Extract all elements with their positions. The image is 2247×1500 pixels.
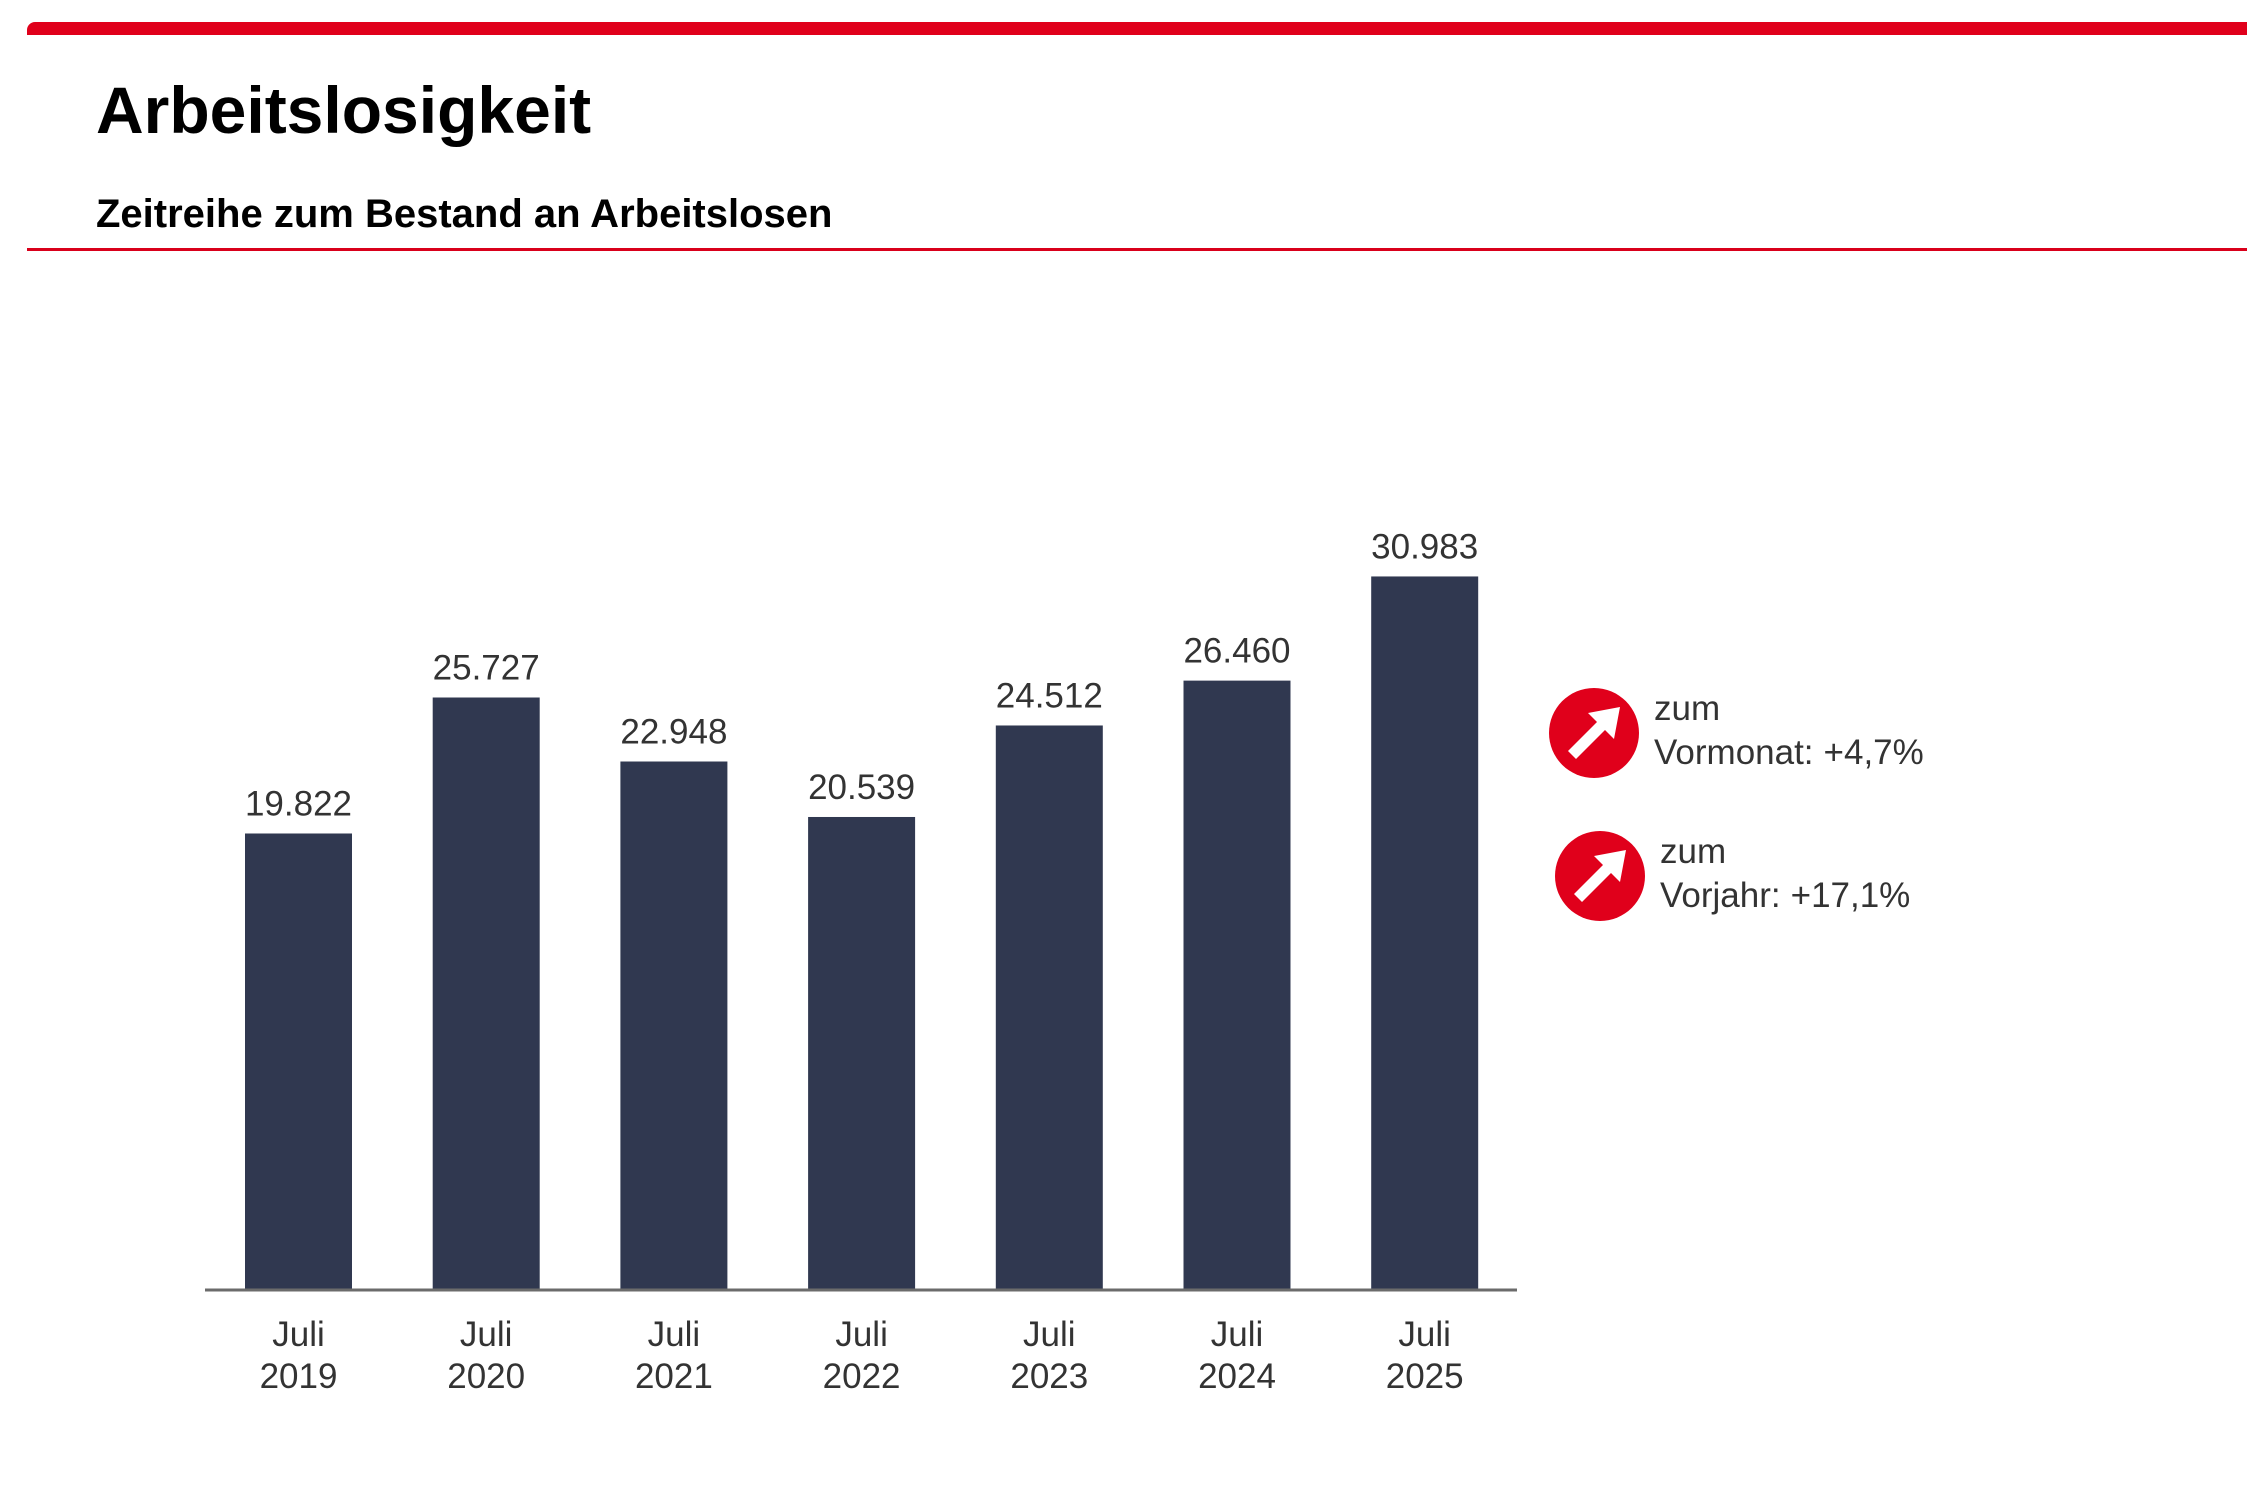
indicator-line1: zum <box>1660 832 1727 871</box>
bar-2023 <box>995 725 1103 1290</box>
data-label: 22.948 <box>620 713 727 752</box>
x-tick-label: Juli <box>835 1315 888 1354</box>
x-tick-label: 2022 <box>823 1357 901 1396</box>
page-subtitle: Zeitreihe zum Bestand an Arbeitslosen <box>96 192 833 236</box>
data-label: 24.512 <box>996 676 1103 715</box>
x-tick-label: 2023 <box>1010 1357 1088 1396</box>
indicator-line1: zum <box>1654 689 1721 728</box>
indicator-label: Vorjahr: <box>1660 876 1781 915</box>
data-label: 19.822 <box>245 784 352 823</box>
header-divider <box>27 248 2247 251</box>
x-tick-label: Juli <box>1398 1315 1451 1354</box>
bar-2025 <box>1371 576 1479 1290</box>
x-tick-label: 2020 <box>447 1357 525 1396</box>
indicator-value: +17,1% <box>1790 876 1911 915</box>
bar-2021 <box>620 761 728 1290</box>
x-tick-label: 2025 <box>1386 1357 1464 1396</box>
x-tick-label: 2021 <box>635 1357 713 1396</box>
x-tick-label: Juli <box>460 1315 513 1354</box>
bar-2022 <box>808 816 916 1290</box>
data-label: 20.539 <box>808 768 915 807</box>
x-tick-label: Juli <box>272 1315 325 1354</box>
header-accent-bar <box>27 22 2247 35</box>
bar-2024 <box>1183 680 1291 1290</box>
page-title: Arbeitslosigkeit <box>96 73 592 147</box>
data-label: 25.727 <box>433 648 540 687</box>
indicator-vorjahr: zum Vorjahr: +17,1% <box>1554 830 1910 922</box>
x-tick-label: Juli <box>648 1315 701 1354</box>
data-label: 26.460 <box>1183 632 1290 671</box>
x-tick-label: 2024 <box>1198 1357 1276 1396</box>
x-tick-label: Juli <box>1023 1315 1076 1354</box>
x-tick-label: Juli <box>1211 1315 1264 1354</box>
indicator-vormonat: zum Vormonat: +4,7% <box>1548 687 1924 779</box>
arrow-up-right-icon <box>1555 831 1645 921</box>
bar-2020 <box>432 697 540 1290</box>
data-label: 30.983 <box>1371 527 1478 566</box>
indicator-value: +4,7% <box>1823 733 1924 772</box>
indicator-label: Vormonat: <box>1654 733 1814 772</box>
arrow-up-right-icon <box>1549 688 1639 778</box>
bar-2019 <box>245 833 352 1290</box>
x-tick-label: 2019 <box>260 1357 338 1396</box>
